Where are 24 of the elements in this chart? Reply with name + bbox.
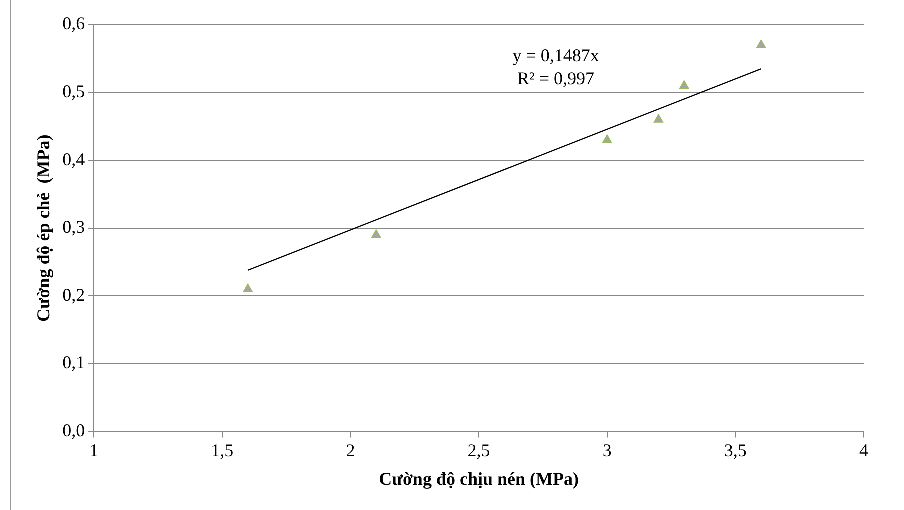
- x-tick-label: 2: [346, 440, 356, 460]
- y-tick-label: 0,1: [62, 352, 86, 373]
- x-axis-title: Cường độ chịu nén (MPa): [379, 468, 579, 489]
- x-tick-label: 3: [602, 440, 612, 460]
- annotation: y = 0,1487x: [512, 46, 600, 66]
- point: [654, 114, 664, 123]
- y-tick-label: 0,2: [62, 284, 86, 305]
- y-axis-title: Cường độ ép chẻ (MPa): [33, 134, 54, 322]
- x-tick-label: 2,5: [468, 440, 490, 460]
- point: [680, 80, 690, 90]
- point: [756, 40, 766, 48]
- point: [372, 230, 382, 238]
- annotation: R² = 0,997: [518, 68, 595, 89]
- y-tick-label: 0,4: [62, 149, 86, 170]
- x-tick-label: 1,5: [211, 440, 234, 460]
- x-tick-label: 3,5: [724, 440, 747, 460]
- y-tick-label: 0,5: [62, 82, 86, 102]
- x-tick-label: 1: [90, 440, 99, 460]
- y-tick-label: 0,0: [62, 420, 86, 441]
- point: [243, 284, 253, 292]
- y-tick-label: 0,6: [62, 14, 86, 34]
- point: [602, 134, 612, 144]
- x-tick-label: 4: [860, 440, 868, 460]
- y-tick-label: 0,3: [62, 217, 86, 238]
